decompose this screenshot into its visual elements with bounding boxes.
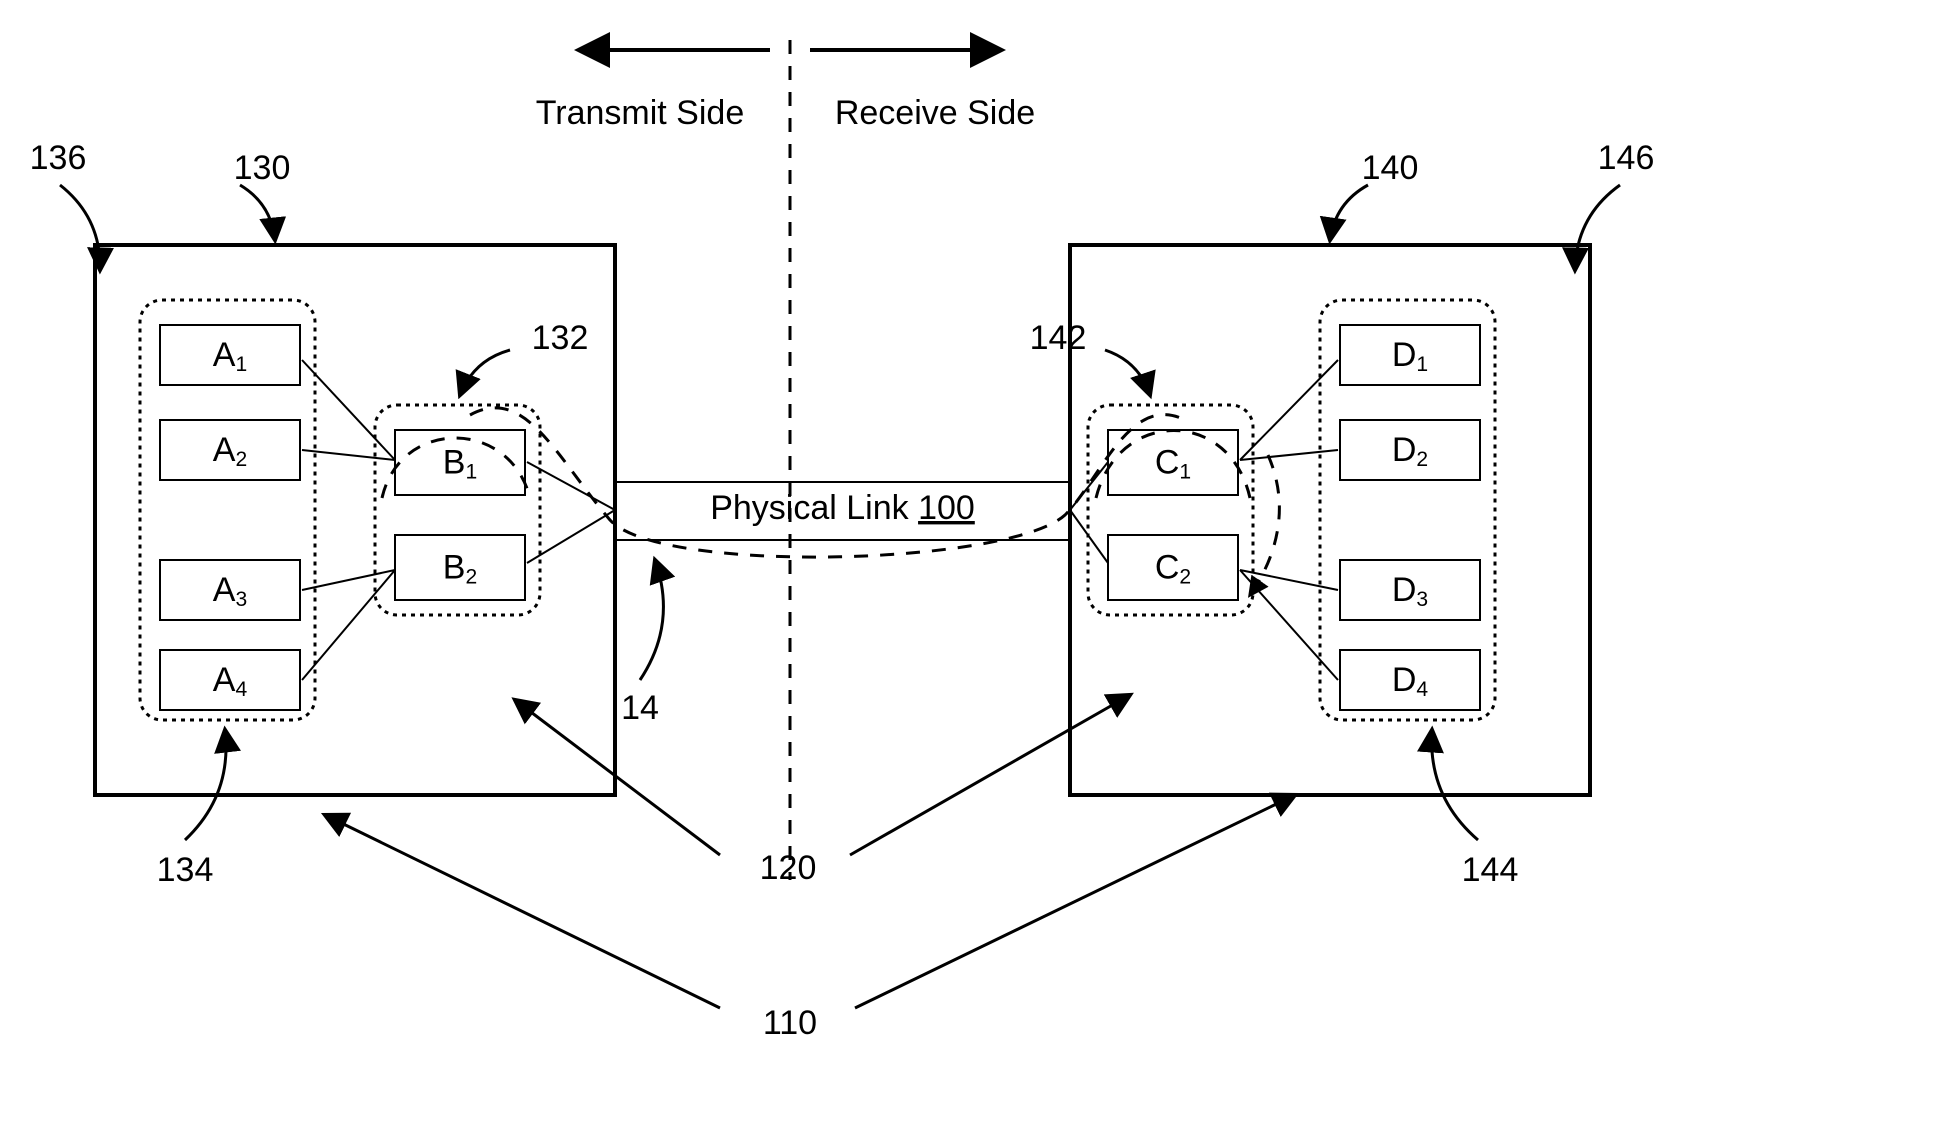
svg-text:Physical Link 100: Physical Link 100: [710, 489, 975, 527]
svg-text:146: 146: [1598, 139, 1655, 177]
svg-text:132: 132: [532, 319, 589, 357]
svg-text:140: 140: [1362, 149, 1419, 187]
svg-text:142: 142: [1030, 319, 1087, 357]
svg-text:Receive Side: Receive Side: [835, 94, 1035, 132]
svg-text:136: 136: [30, 139, 87, 177]
svg-text:Transmit Side: Transmit Side: [536, 94, 744, 132]
diagram-canvas: Transmit SideReceive SideA1A2A3A4B1B2D1D…: [0, 0, 1941, 1133]
svg-text:130: 130: [234, 149, 291, 187]
svg-text:144: 144: [1462, 851, 1519, 889]
svg-text:110: 110: [763, 1004, 817, 1042]
svg-text:134: 134: [157, 851, 214, 889]
svg-text:120: 120: [760, 849, 817, 887]
svg-text:14: 14: [621, 689, 659, 727]
